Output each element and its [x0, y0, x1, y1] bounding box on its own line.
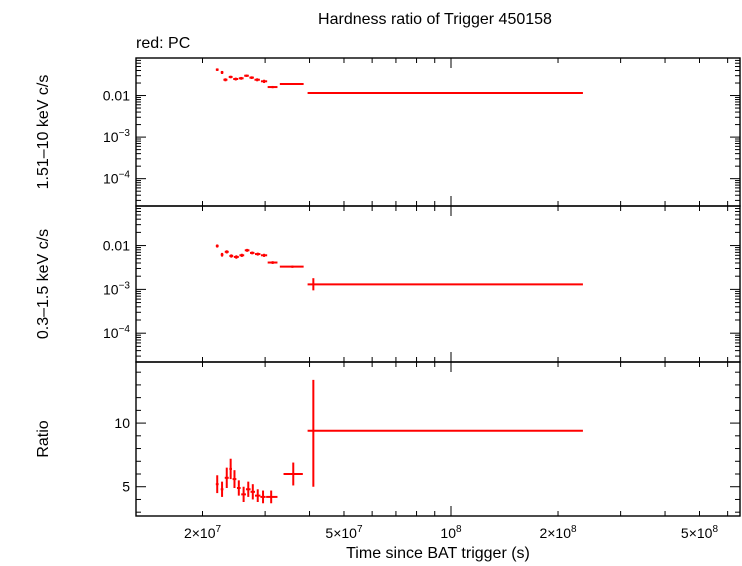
data-point	[249, 251, 255, 255]
data-point	[215, 68, 219, 71]
data-point	[307, 92, 583, 95]
data-point	[220, 70, 224, 74]
data-point	[283, 462, 303, 486]
data-point	[254, 78, 260, 82]
data-point	[260, 253, 268, 257]
x-tick-label: 2×108	[539, 524, 577, 541]
data-point	[307, 379, 583, 487]
data-point	[223, 78, 228, 82]
panel-frame	[135, 361, 741, 517]
data-point	[241, 486, 246, 502]
data-point	[232, 470, 237, 488]
data-point	[307, 278, 583, 291]
x-tick-label: 2×107	[184, 524, 222, 541]
data-point	[244, 248, 250, 252]
y-axis-label: Ratio	[35, 420, 52, 457]
data-point	[266, 490, 278, 504]
panel-1: 0.01 10−3 10−4 1.51–10 keV c/s	[35, 57, 741, 207]
data-point	[239, 253, 245, 257]
data-point	[229, 254, 234, 258]
data-point	[267, 261, 278, 264]
data-point	[228, 75, 233, 79]
data-point	[236, 480, 241, 496]
data-point	[224, 250, 229, 254]
x-tick-label: 108	[440, 524, 462, 541]
data-point	[233, 255, 239, 259]
x-tick-label: 5×107	[325, 524, 363, 541]
data-point	[267, 85, 278, 89]
data-point	[229, 458, 232, 480]
y-tick-label: 0.01	[103, 88, 130, 104]
chart-title: Hardness ratio of Trigger 450158	[318, 11, 552, 28]
panel-2: 0.01 10−3 10−4 0.3–1.5 keV c/s	[35, 205, 741, 363]
data-point	[279, 82, 304, 85]
x-axis-label: Time since BAT trigger (s)	[346, 545, 530, 562]
data-point	[255, 489, 261, 502]
y-tick-label: 10−3	[103, 280, 130, 297]
y-tick-label: 10	[114, 415, 130, 431]
data-point	[224, 467, 229, 488]
data-point	[215, 475, 219, 494]
y-tick-label: 0.01	[103, 238, 130, 254]
y-axis-label: 1.51–10 keV c/s	[35, 75, 52, 190]
data-point	[220, 481, 224, 497]
data-point	[233, 77, 239, 81]
data-point	[260, 79, 268, 84]
y-tick-label: 10−4	[103, 170, 130, 187]
y-tick-label: 10−4	[103, 324, 130, 341]
y-tick-label: 10−3	[103, 128, 130, 145]
data-point	[260, 490, 266, 504]
y-axis-label: 0.3–1.5 keV c/s	[35, 229, 52, 339]
data-point	[255, 252, 261, 256]
data-point	[245, 481, 251, 497]
data-point	[220, 252, 224, 257]
data-point	[279, 265, 304, 268]
y-tick-label: 5	[122, 479, 130, 495]
legend-label: red: PC	[136, 35, 190, 52]
data-point	[238, 76, 244, 80]
data-point	[215, 244, 219, 248]
panel-3: 10 5 Ratio	[35, 361, 741, 517]
x-tick-label: 5×108	[681, 524, 719, 541]
data-point	[244, 74, 249, 77]
data-point	[250, 484, 256, 500]
data-point	[249, 76, 254, 79]
